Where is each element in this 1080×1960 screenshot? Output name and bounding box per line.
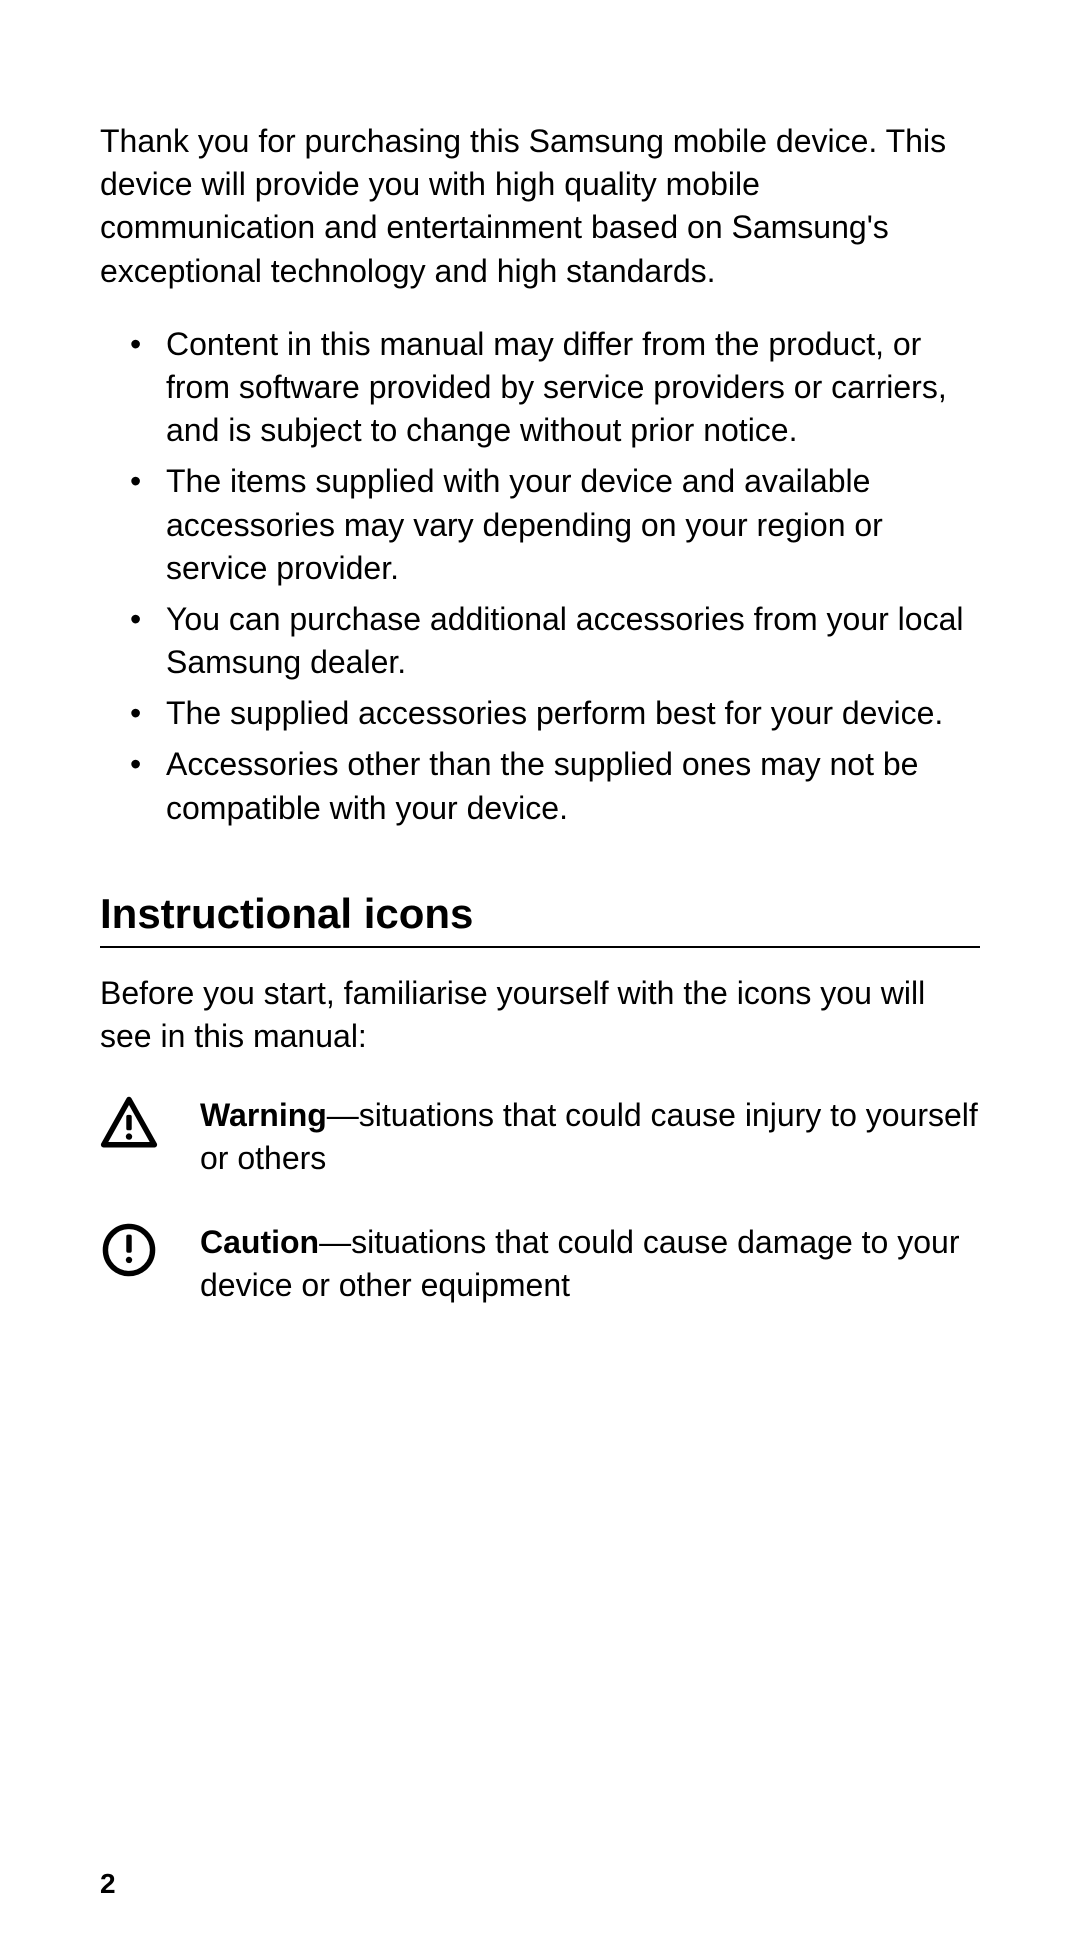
bullet-list: Content in this manual may differ from t… — [130, 323, 980, 830]
warning-label: Warning — [200, 1097, 327, 1133]
icon-row-warning: Warning—situations that could cause inju… — [100, 1094, 980, 1180]
list-item: Accessories other than the supplied ones… — [130, 743, 980, 829]
caution-text: Caution—situations that could cause dama… — [200, 1221, 980, 1307]
caution-icon — [100, 1221, 200, 1284]
warning-icon — [100, 1094, 200, 1157]
list-item: You can purchase additional accessories … — [130, 598, 980, 684]
section-intro: Before you start, familiarise yourself w… — [100, 972, 980, 1058]
warning-text: Warning—situations that could cause inju… — [200, 1094, 980, 1180]
page-number: 2 — [100, 1868, 116, 1900]
icon-row-caution: Caution—situations that could cause dama… — [100, 1221, 980, 1307]
list-item: The items supplied with your device and … — [130, 460, 980, 590]
list-item: Content in this manual may differ from t… — [130, 323, 980, 453]
list-item: The supplied accessories perform best fo… — [130, 692, 980, 735]
manual-page: Thank you for purchasing this Samsung mo… — [0, 0, 1080, 1960]
intro-paragraph: Thank you for purchasing this Samsung mo… — [100, 120, 980, 293]
section-heading: Instructional icons — [100, 890, 980, 948]
caution-label: Caution — [200, 1224, 319, 1260]
